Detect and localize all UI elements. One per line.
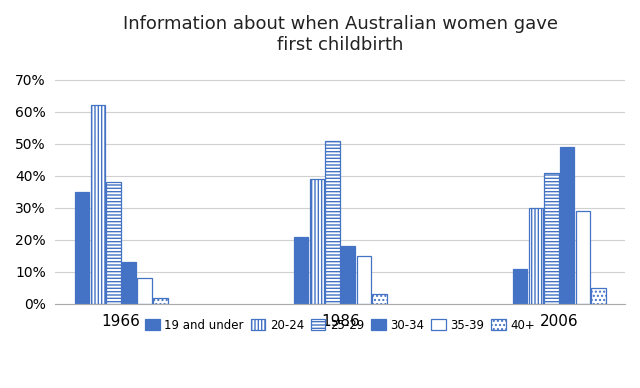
Bar [90, 105, 105, 304]
Bar [356, 256, 371, 304]
Bar [325, 140, 340, 304]
Bar [544, 173, 559, 304]
Bar [122, 262, 136, 304]
Bar [529, 208, 543, 304]
Bar [560, 147, 574, 304]
Title: Information about when Australian women gave
first childbirth: Information about when Australian women … [123, 15, 557, 54]
Bar [153, 298, 168, 304]
Legend: 19 and under, 20-24, 25-29, 30-34, 35-39, 40+: 19 and under, 20-24, 25-29, 30-34, 35-39… [141, 314, 540, 336]
Bar [106, 182, 120, 304]
Bar [372, 294, 387, 304]
Bar [75, 192, 89, 304]
Bar [591, 288, 605, 304]
Bar [138, 278, 152, 304]
Bar [294, 237, 308, 304]
Bar [341, 246, 355, 304]
Bar [575, 211, 590, 304]
Bar [310, 179, 324, 304]
Bar [513, 269, 527, 304]
